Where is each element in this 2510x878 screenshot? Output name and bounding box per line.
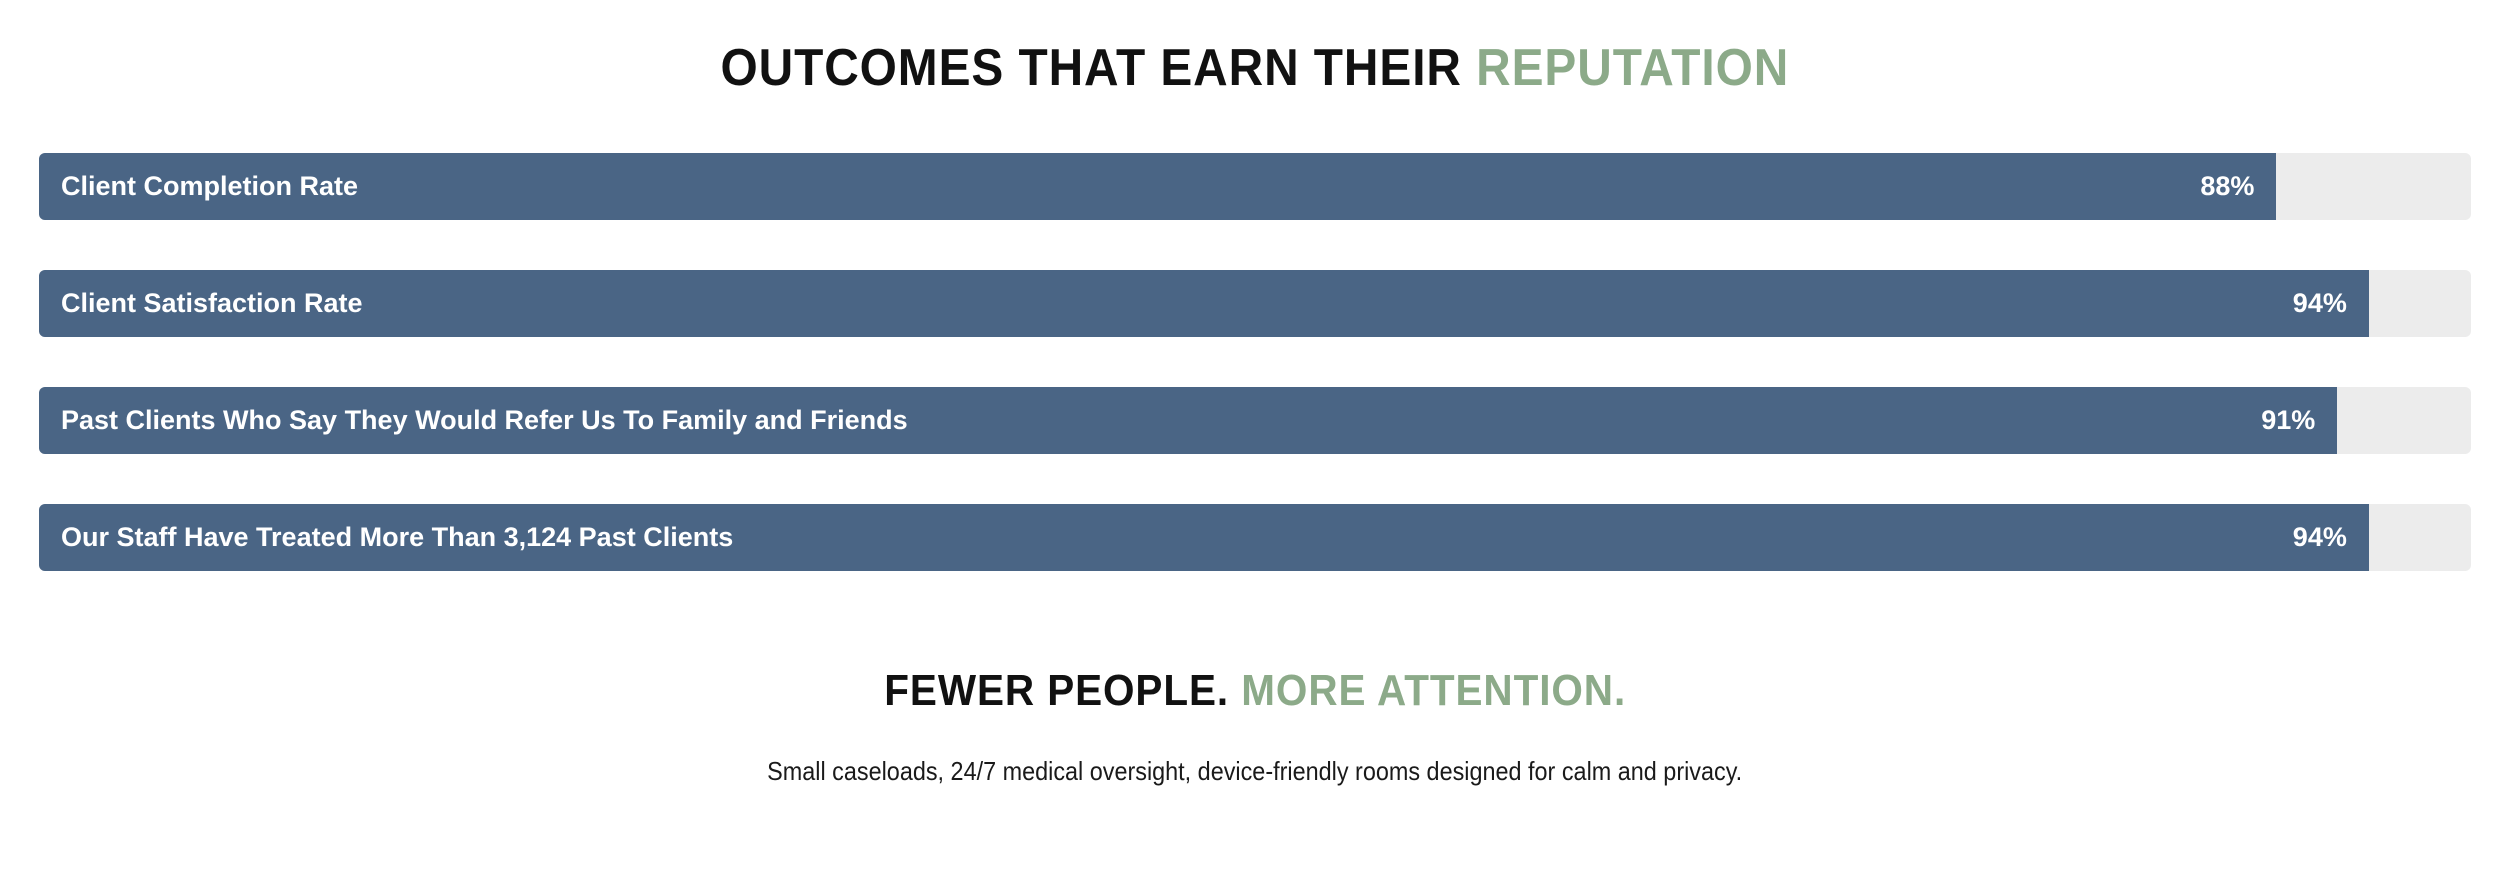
bar-value-3: 94%	[2293, 522, 2349, 553]
bar-fill-0: Client Completion Rate 88%	[39, 153, 2276, 220]
bar-fill-2: Past Clients Who Say They Would Refer Us…	[39, 387, 2337, 454]
bar-label-3: Our Staff Have Treated More Than 3,124 P…	[59, 522, 733, 553]
bar-fill-1: Client Satisfaction Rate 94%	[39, 270, 2369, 337]
bar-label-0: Client Completion Rate	[59, 171, 358, 202]
description-text: Small caseloads, 24/7 medical oversight,…	[767, 756, 1742, 787]
bar-value-1: 94%	[2293, 288, 2349, 319]
bar-chart: Client Completion Rate 88% Client Satisf…	[39, 153, 2471, 571]
bar-row-0: Client Completion Rate 88%	[39, 153, 2471, 220]
subtitle-accent: MORE ATTENTION.	[1241, 666, 1626, 715]
title-main: OUTCOMES THAT EARN THEIR	[721, 39, 1462, 97]
bar-label-2: Past Clients Who Say They Would Refer Us…	[59, 405, 908, 436]
section-subtitle: FEWER PEOPLE. MORE ATTENTION.	[0, 666, 2510, 716]
bar-row-1: Client Satisfaction Rate 94%	[39, 270, 2471, 337]
title-accent: REPUTATION	[1476, 39, 1789, 97]
bar-row-2: Past Clients Who Say They Would Refer Us…	[39, 387, 2471, 454]
bar-row-3: Our Staff Have Treated More Than 3,124 P…	[39, 504, 2471, 571]
bar-fill-3: Our Staff Have Treated More Than 3,124 P…	[39, 504, 2369, 571]
bar-value-2: 91%	[2261, 405, 2317, 436]
page-title: OUTCOMES THAT EARN THEIR REPUTATION	[0, 0, 2510, 98]
subtitle-main: FEWER PEOPLE.	[884, 666, 1229, 715]
section-description: Small caseloads, 24/7 medical oversight,…	[0, 756, 2510, 787]
bar-value-0: 88%	[2200, 171, 2256, 202]
bar-label-1: Client Satisfaction Rate	[59, 288, 363, 319]
